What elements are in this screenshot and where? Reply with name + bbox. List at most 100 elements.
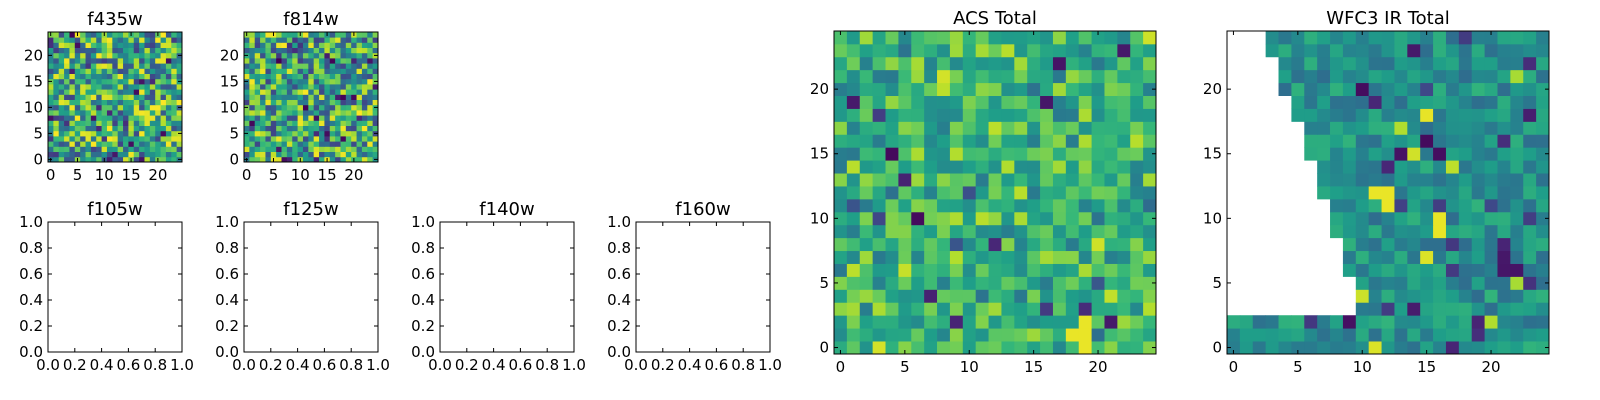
heatmap-cell	[1117, 108, 1131, 122]
heatmap-cell	[58, 115, 65, 121]
heatmap-cell	[64, 63, 70, 69]
heatmap-cell	[139, 78, 145, 85]
heatmap-cell	[367, 104, 374, 111]
heatmap-cell	[345, 32, 352, 38]
heatmap-cell	[176, 42, 183, 48]
heatmap-cell	[988, 108, 1002, 122]
heatmap-cell	[949, 276, 964, 290]
heatmap-cell	[319, 125, 325, 132]
y-tick-label: 0.4	[411, 291, 435, 309]
heatmap-cell	[1484, 186, 1498, 200]
heatmap-cell	[265, 130, 272, 137]
heatmap-cell	[324, 130, 331, 137]
heatmap-cell	[1001, 211, 1015, 226]
heatmap-cell	[872, 82, 886, 96]
heatmap-cell	[1065, 250, 1080, 264]
heatmap-cell	[249, 84, 256, 90]
heatmap-cell	[351, 58, 357, 64]
heatmap-cell	[1001, 82, 1015, 96]
heatmap-cell	[937, 108, 951, 122]
heatmap-cell	[1523, 160, 1537, 174]
heatmap-cell	[281, 99, 288, 106]
heatmap-cell	[1265, 315, 1279, 329]
heatmap-cell	[176, 68, 183, 74]
heatmap-cell	[313, 73, 320, 80]
heatmap-cell	[324, 89, 331, 95]
heatmap-cell	[117, 68, 124, 74]
heatmap-cell	[351, 99, 357, 106]
heatmap-cell	[1091, 328, 1105, 342]
heatmap-cell	[139, 115, 145, 121]
heatmap-cell	[139, 151, 145, 158]
heatmap-cell	[1381, 69, 1395, 84]
heatmap-cell	[1052, 289, 1067, 303]
heatmap-cell	[345, 156, 352, 163]
heatmap-cell	[1130, 95, 1144, 109]
heatmap-cell	[160, 84, 167, 90]
heatmap-cell	[297, 47, 304, 54]
heatmap-cell	[324, 136, 331, 142]
heatmap-cell	[90, 115, 97, 121]
heatmap-cell	[1265, 43, 1279, 58]
heatmap-cell	[117, 130, 124, 137]
heatmap-cell	[898, 250, 912, 264]
heatmap-cell	[345, 120, 352, 126]
heatmap-cell	[128, 146, 135, 152]
heatmap-cell	[149, 104, 156, 111]
heatmap-cell	[351, 125, 357, 132]
heatmap-cell	[340, 141, 347, 147]
heatmap-cell	[1052, 108, 1067, 122]
heatmap-cell	[1381, 250, 1395, 264]
heatmap-cell	[1001, 108, 1015, 122]
heatmap-cell	[53, 73, 60, 80]
heatmap-cell	[1065, 121, 1080, 135]
heatmap-cell	[297, 37, 304, 43]
heatmap-cell	[846, 173, 861, 187]
heatmap-cell	[924, 95, 938, 109]
heatmap-cell	[171, 125, 178, 132]
heatmap-cell	[324, 94, 331, 100]
heatmap-cell	[949, 315, 964, 329]
heatmap-cell	[244, 125, 250, 132]
heatmap-cell	[64, 42, 70, 48]
heatmap-cell	[988, 95, 1002, 109]
heatmap-cell	[1381, 56, 1395, 71]
heatmap-cell	[176, 120, 183, 126]
heatmap-cell	[176, 89, 183, 95]
heatmap-cell	[1510, 276, 1524, 290]
x-tick-label: 0.2	[63, 356, 87, 374]
x-tick-label: 5	[1293, 358, 1303, 376]
heatmap-cell	[1040, 302, 1054, 316]
heatmap-cell	[351, 63, 357, 69]
heatmap-cell	[101, 115, 108, 121]
heatmap-cell	[1394, 315, 1408, 329]
heatmap-cell	[1536, 121, 1550, 135]
heatmap-cell	[1510, 250, 1524, 264]
heatmap-cell	[356, 73, 363, 80]
heatmap-cell	[949, 250, 964, 264]
heatmap-cell	[281, 130, 288, 137]
x-tick-label: 15	[1024, 358, 1043, 376]
heatmap-cell	[281, 136, 288, 142]
heatmap-cell	[1536, 328, 1550, 342]
x-tick-label: 20	[344, 166, 363, 184]
x-tick-label: 0.2	[259, 356, 283, 374]
axes-frame	[47, 31, 183, 163]
heatmap-cell	[308, 68, 315, 74]
heatmap-cell	[292, 37, 298, 43]
heatmap-cell	[1420, 108, 1434, 122]
heatmap-cell	[834, 43, 848, 58]
heatmap-cell	[254, 42, 261, 48]
heatmap-cell	[1445, 198, 1460, 213]
heatmap-cell	[356, 42, 363, 48]
heatmap-cell	[1027, 121, 1041, 135]
y-tick-label: 0.0	[19, 343, 43, 361]
heatmap-cell	[335, 141, 341, 147]
heatmap-cell	[1407, 224, 1421, 239]
heatmap-cell	[90, 104, 97, 111]
heatmap-cell	[270, 141, 277, 147]
heatmap-cell	[356, 52, 363, 59]
heatmap-cell	[329, 58, 336, 64]
